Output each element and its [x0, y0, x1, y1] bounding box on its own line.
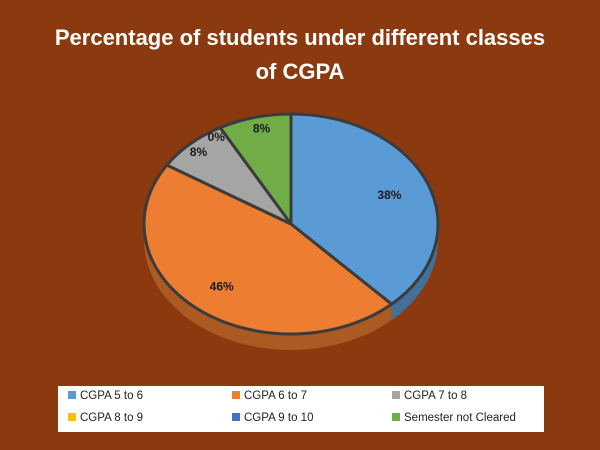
chart-title-line-2: of CGPA: [256, 59, 345, 84]
pie-slices: [142, 112, 440, 350]
legend-box: [58, 386, 544, 432]
legend-swatch-5: [392, 413, 400, 421]
pie-slice-5: [218, 112, 293, 226]
pie-data-label-1: 46%: [210, 280, 234, 294]
pie-data-label-0: 38%: [377, 188, 401, 202]
legend-label-1: CGPA 6 to 7: [244, 390, 307, 402]
pie-data-label-2: 8%: [190, 145, 208, 159]
legend-swatch-1: [232, 391, 240, 399]
legend-label-2: CGPA 7 to 8: [404, 390, 467, 402]
pie-data-labels: 38%46%8%0%8%: [190, 121, 402, 293]
pie-data-label-3: 0%: [208, 130, 226, 144]
legend-swatch-0: [68, 391, 76, 399]
legend-swatch-4: [232, 413, 240, 421]
pie-data-label-5: 8%: [253, 121, 271, 135]
legend-label-3: CGPA 8 to 9: [80, 412, 143, 424]
legend-swatch-2: [392, 391, 400, 399]
pie-slice-0: [289, 112, 440, 306]
legend: CGPA 5 to 6 CGPA 6 to 7 CGPA 7 to 8 CGPA 8 …: [58, 386, 544, 432]
pie-side-1: [144, 224, 392, 350]
legend-label-4: CGPA 9 to 10: [244, 412, 313, 424]
legend-label-5: Semester not Cleared: [404, 412, 516, 424]
legend-swatch-3: [68, 413, 76, 421]
pie-slice-1: [142, 163, 394, 336]
legend-label-0: CGPA 5 to 6: [80, 390, 143, 402]
chart-title-line-1: Percentage of students under different c…: [55, 25, 545, 50]
